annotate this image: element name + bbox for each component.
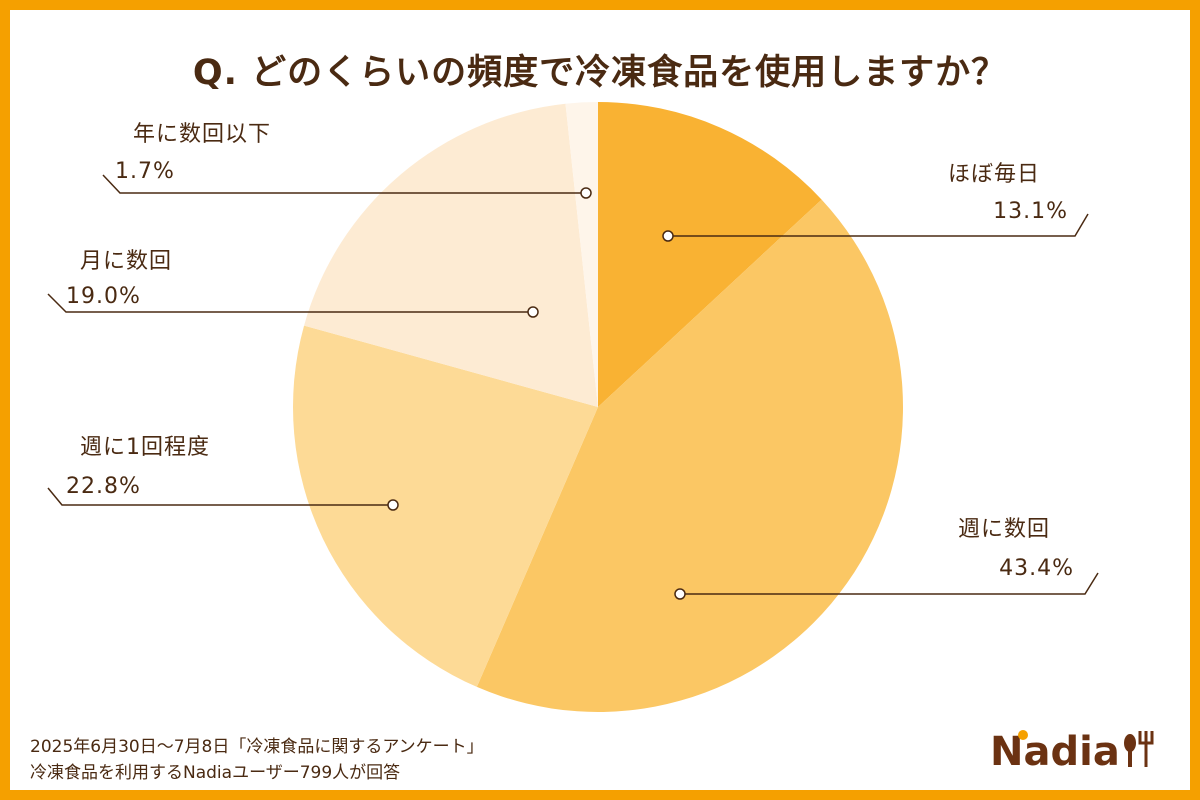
flower-icon	[1018, 730, 1028, 740]
leader-line	[47, 293, 533, 313]
slice-value-label: 43.4%	[999, 556, 1074, 581]
leader-line	[668, 213, 1089, 237]
pie-slice	[565, 102, 598, 407]
slice-label: 週に数回	[958, 517, 1051, 542]
leader-line	[102, 174, 586, 194]
chart-title: Q. どのくらいの頻度で冷凍食品を使用しますか？	[192, 53, 1008, 93]
pie-slice	[476, 199, 903, 712]
pie-slice	[304, 103, 598, 408]
slice-value-label: 19.0%	[66, 284, 141, 309]
slice-value-label: 1.7%	[115, 159, 175, 184]
footer-survey-period: 2025年6月30日〜7月8日「冷凍食品に関するアンケート」	[30, 737, 484, 757]
slice-label: 月に数回	[80, 249, 173, 274]
slice-value-label: 13.1%	[993, 199, 1068, 224]
leader-dot	[387, 499, 399, 511]
leader-dot	[674, 588, 686, 600]
svg-text:Nadia: Nadia	[990, 729, 1120, 775]
leader-dot	[527, 306, 539, 318]
leader-line	[680, 572, 1099, 595]
leader-dot	[662, 230, 674, 242]
slice-value-label: 22.8%	[66, 474, 141, 499]
footer-respondents: 冷凍食品を利用するNadiaユーザー799人が回答	[30, 763, 401, 783]
nadia-logo: Nadia	[990, 729, 1154, 775]
leader-line	[47, 487, 393, 506]
slice-label: 週に1回程度	[80, 435, 210, 460]
pie-slice	[293, 325, 598, 687]
slice-label: ほぼ毎日	[948, 162, 1041, 187]
slice-label: 年に数回以下	[133, 122, 272, 147]
spoon-icon	[1124, 734, 1136, 752]
leader-dot	[580, 187, 592, 199]
fork-icon	[1138, 731, 1154, 767]
pie-slice	[598, 102, 822, 407]
